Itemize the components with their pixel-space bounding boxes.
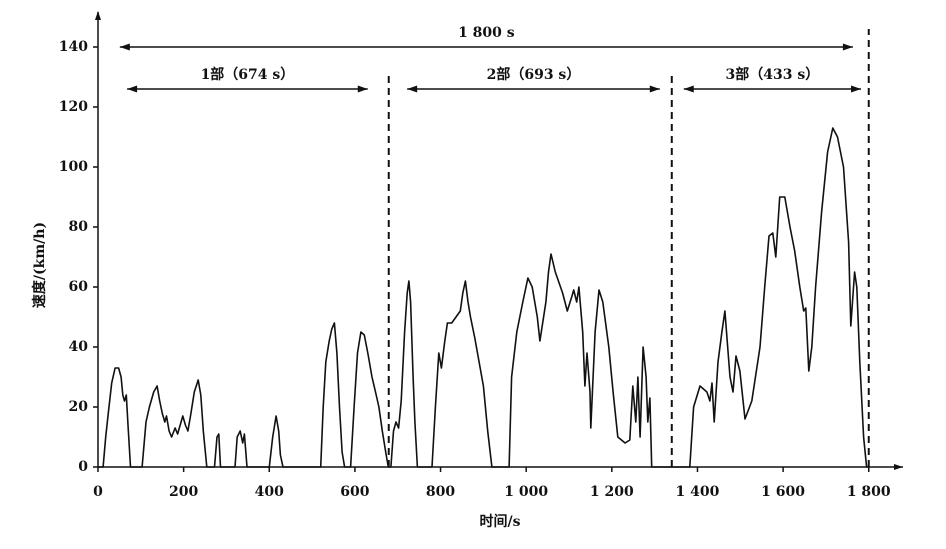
x-tick-label: 0 xyxy=(93,484,103,500)
y-axis-label: 速度/(km/h) xyxy=(31,222,48,308)
x-tick-label: 1 600 xyxy=(761,484,805,500)
x-axis-arrow xyxy=(894,464,903,470)
y-tick-label: 20 xyxy=(69,399,89,415)
x-tick-label: 1 400 xyxy=(676,484,720,500)
x-tick-label: 1 800 xyxy=(847,484,891,500)
x-tick-label: 1 000 xyxy=(504,484,548,500)
y-tick-label: 100 xyxy=(59,159,88,175)
x-tick-label: 400 xyxy=(255,484,284,500)
annotation-text: 1 800 s xyxy=(458,25,515,41)
x-tick-label: 1 200 xyxy=(590,484,634,500)
y-tick-label: 60 xyxy=(69,279,89,295)
speed-line xyxy=(98,127,869,468)
annotation-text: 1部（674 s） xyxy=(201,66,295,83)
x-tick-label: 200 xyxy=(169,484,198,500)
y-tick-label: 40 xyxy=(69,339,89,355)
annotation-text: 2部（693 s） xyxy=(487,66,581,83)
y-tick-label: 140 xyxy=(59,39,88,55)
y-tick-label: 0 xyxy=(78,459,88,475)
x-tick-label: 600 xyxy=(340,484,369,500)
y-tick-label: 80 xyxy=(69,219,89,235)
annotation-text: 3部（433 s） xyxy=(726,66,820,83)
y-axis-arrow xyxy=(95,11,101,20)
y-tick-label: 120 xyxy=(59,99,88,115)
x-axis-label: 时间/s xyxy=(480,513,521,530)
x-tick-label: 800 xyxy=(426,484,455,500)
